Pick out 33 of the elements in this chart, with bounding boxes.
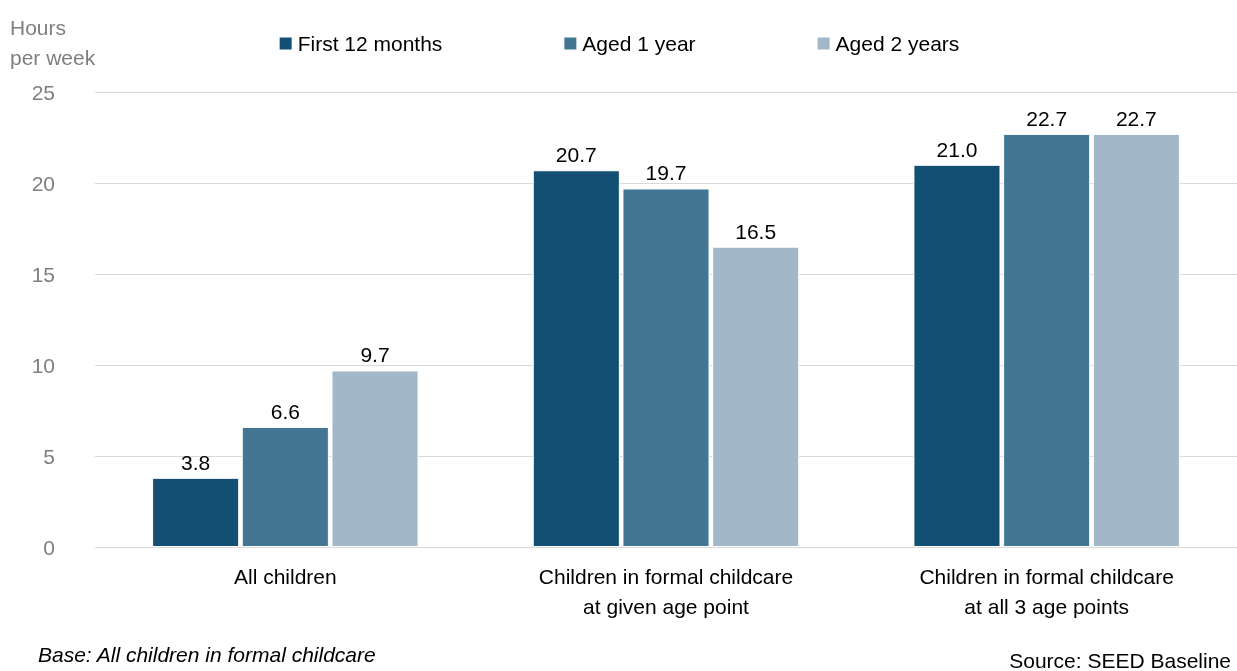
legend-label: Aged 2 years [835,32,960,55]
bar [622,188,710,547]
legend-label: First 12 months [297,32,443,55]
bar [532,170,620,547]
bar [152,477,240,547]
bar [241,426,329,547]
legend-label: Aged 1 year [582,32,696,55]
x-tick-label: Children in formal childcare at all 3 age points [919,564,1174,618]
text: 19.7 [645,161,687,185]
text: 21.0 [936,137,978,161]
y-tick-label: 5 [43,444,55,468]
y-tick-label: 10 [31,353,55,377]
source-note: Source: SEED Baseline [1009,649,1232,671]
x-tick-label: Children in formal childcare at given age point [538,564,794,618]
text: 3.8 [181,450,211,474]
text: 16.5 [735,219,777,243]
bar [1092,133,1180,547]
x-tick-label: All children [233,564,337,588]
text: 20.7 [555,143,597,167]
y-tick-label: 0 [43,535,55,559]
text: Base: All children in formal childcare [38,643,376,666]
bar [1003,133,1091,547]
bar [331,370,419,547]
text: 6.6 [270,399,300,423]
text: 22.7 [1115,106,1157,130]
bar [913,164,1001,547]
bar [712,246,800,547]
y-tick-label: 20 [31,171,55,195]
text: 9.7 [360,343,390,367]
y-tick-label: 15 [31,262,55,286]
y-tick-label: 25 [31,80,55,104]
text: 22.7 [1026,106,1068,130]
y-axis-title: Hours per week [10,15,96,69]
